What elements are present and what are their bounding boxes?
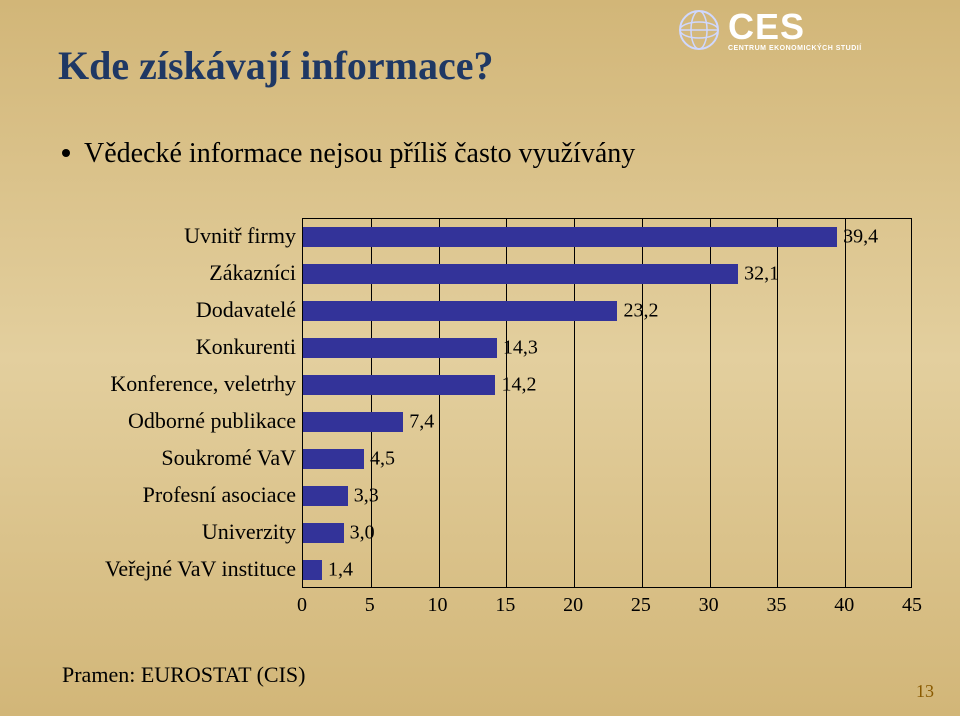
- chart-x-tick: 5: [365, 594, 375, 617]
- chart-bar: [303, 375, 495, 395]
- chart-bar: [303, 560, 322, 580]
- brand-logo: CES CENTRUM EKONOMICKÝCH STUDIÍ: [678, 8, 938, 52]
- chart-category-label: Uvnitř firmy: [46, 225, 296, 247]
- chart-x-tick: 45: [902, 594, 922, 617]
- chart-x-tick: 0: [297, 594, 307, 617]
- chart-category-label: Profesní asociace: [46, 484, 296, 506]
- chart-value-label: 1,4: [328, 559, 353, 582]
- chart-x-tick: 15: [495, 594, 515, 617]
- chart-value-label: 23,2: [623, 300, 658, 323]
- chart-category-label: Zákazníci: [46, 262, 296, 284]
- chart-value-label: 3,3: [354, 485, 379, 508]
- chart-bar: [303, 412, 403, 432]
- chart-value-label: 14,2: [501, 374, 536, 397]
- chart-x-tick: 10: [428, 594, 448, 617]
- chart-value-label: 32,1: [744, 263, 779, 286]
- logo-main: CES: [728, 9, 862, 45]
- source-citation: Pramen: EUROSTAT (CIS): [62, 662, 306, 688]
- page-number: 13: [916, 681, 934, 702]
- chart-bar: [303, 227, 837, 247]
- chart-x-tick: 40: [834, 594, 854, 617]
- logo-text: CES CENTRUM EKONOMICKÝCH STUDIÍ: [728, 9, 862, 52]
- chart-category-label: Konference, veletrhy: [46, 373, 296, 395]
- chart-bar: [303, 301, 617, 321]
- chart-bar: [303, 486, 348, 506]
- chart-x-tick: 35: [766, 594, 786, 617]
- chart-bar: [303, 523, 344, 543]
- chart-category-label: Soukromé VaV: [46, 447, 296, 469]
- chart-category-label: Veřejné VaV instituce: [46, 558, 296, 580]
- chart-x-tick: 30: [699, 594, 719, 617]
- chart-category-label: Konkurenti: [46, 336, 296, 358]
- bullet-text: Vědecké informace nejsou příliš často vy…: [84, 138, 635, 169]
- page-title: Kde získávají informace?: [58, 42, 494, 89]
- logo-globe-icon: [678, 9, 720, 51]
- chart-value-label: 7,4: [409, 411, 434, 434]
- chart-bar: [303, 264, 738, 284]
- chart-gridline: [845, 219, 846, 587]
- chart-plot-area: 39,4 32,1 23,2 14,3 14,2 7,4 4,5 3,3 3,0 1,4: [302, 218, 912, 588]
- chart-category-label: Univerzity: [46, 521, 296, 543]
- chart-bar: [303, 449, 364, 469]
- chart-category-label: Dodavatelé: [46, 299, 296, 321]
- chart-bar: [303, 338, 497, 358]
- chart-value-label: 14,3: [503, 337, 538, 360]
- chart-value-label: 39,4: [843, 226, 878, 249]
- info-source-chart: 39,4 32,1 23,2 14,3 14,2 7,4 4,5 3,3 3,0 1,4 0 5 10…: [42, 210, 922, 640]
- logo-sub: CENTRUM EKONOMICKÝCH STUDIÍ: [728, 45, 862, 52]
- chart-x-tick: 25: [631, 594, 651, 617]
- chart-category-label: Odborné publikace: [46, 410, 296, 432]
- chart-x-tick: 20: [563, 594, 583, 617]
- bullet-icon: [62, 149, 70, 157]
- chart-value-label: 4,5: [370, 448, 395, 471]
- key-finding: Vědecké informace nejsou příliš často vy…: [62, 138, 635, 170]
- chart-value-label: 3,0: [350, 522, 375, 545]
